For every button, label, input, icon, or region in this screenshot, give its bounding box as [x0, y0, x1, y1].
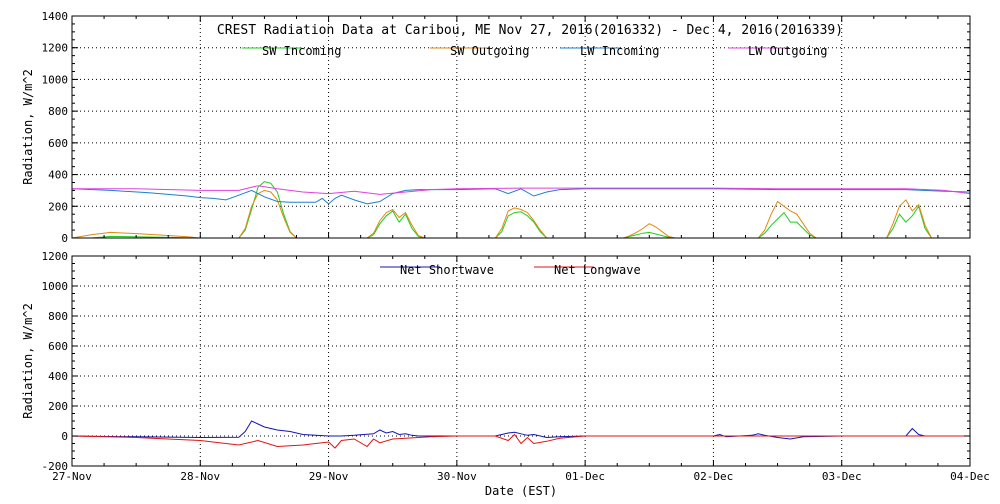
y-tick-label: 600	[48, 137, 68, 150]
legend-label: Net Shortwave	[400, 263, 494, 277]
x-tick-label: 02-Dec	[694, 470, 734, 483]
y-tick-label: 400	[48, 169, 68, 182]
y-axis-label: Radiation, W/m^2	[21, 303, 35, 419]
text-layer: 0 200 400 600 800 1000 1200 1400 Radiation, W/m^…	[21, 10, 990, 498]
y-tick-label: 600	[48, 340, 68, 353]
y-tick-label: 0	[61, 430, 68, 443]
legend-label: Net Longwave	[554, 263, 641, 277]
series-line-net-longwave	[71, 433, 970, 449]
y-tick-label: 200	[48, 400, 68, 413]
y-tick-label: 1200	[42, 250, 69, 263]
y-tick-label: 1200	[42, 42, 69, 55]
series-line-sw-outgoing	[71, 189, 970, 239]
y-tick-label: 1000	[42, 73, 69, 86]
x-tick-label: 27-Nov	[52, 470, 92, 483]
y-tick-label: 800	[48, 105, 68, 118]
x-axis-label: Date (EST)	[485, 484, 557, 498]
chart-title: CREST Radiation Data at Caribou, ME Nov …	[217, 23, 843, 38]
series-line-lw-outgoing	[72, 185, 971, 195]
y-tick-label: 0	[61, 232, 68, 245]
x-tick-label: 03-Dec	[822, 470, 862, 483]
y-tick-label: -200	[42, 460, 69, 473]
x-tick-label: 28-Nov	[180, 470, 220, 483]
x-tick-label: 04-Dec	[950, 470, 990, 483]
y-tick-label: 200	[48, 200, 68, 213]
plot-frame	[71, 15, 971, 239]
y-tick-label: 1000	[42, 280, 69, 293]
legend-label: LW Incoming	[580, 44, 659, 58]
x-tick-label: 01-Dec	[565, 470, 605, 483]
legend-label: SW Outgoing	[450, 44, 529, 58]
series-layer	[71, 181, 971, 449]
series-line-sw-incoming	[72, 181, 970, 239]
x-tick-label: 30-Nov	[437, 470, 477, 483]
x-tick-label: 29-Nov	[309, 470, 349, 483]
legend-label: LW Outgoing	[748, 44, 827, 58]
legend-label: SW Incoming	[262, 44, 341, 58]
grid-layer	[72, 16, 970, 466]
y-tick-label: 1400	[42, 10, 69, 23]
frame-layer	[71, 15, 971, 467]
y-tick-label: 800	[48, 310, 68, 323]
y-tick-label: 400	[48, 370, 68, 383]
y-axis-label: Radiation, W/m^2	[21, 69, 35, 185]
plot-frame	[71, 255, 971, 467]
series-line-lw-incoming	[71, 188, 971, 205]
